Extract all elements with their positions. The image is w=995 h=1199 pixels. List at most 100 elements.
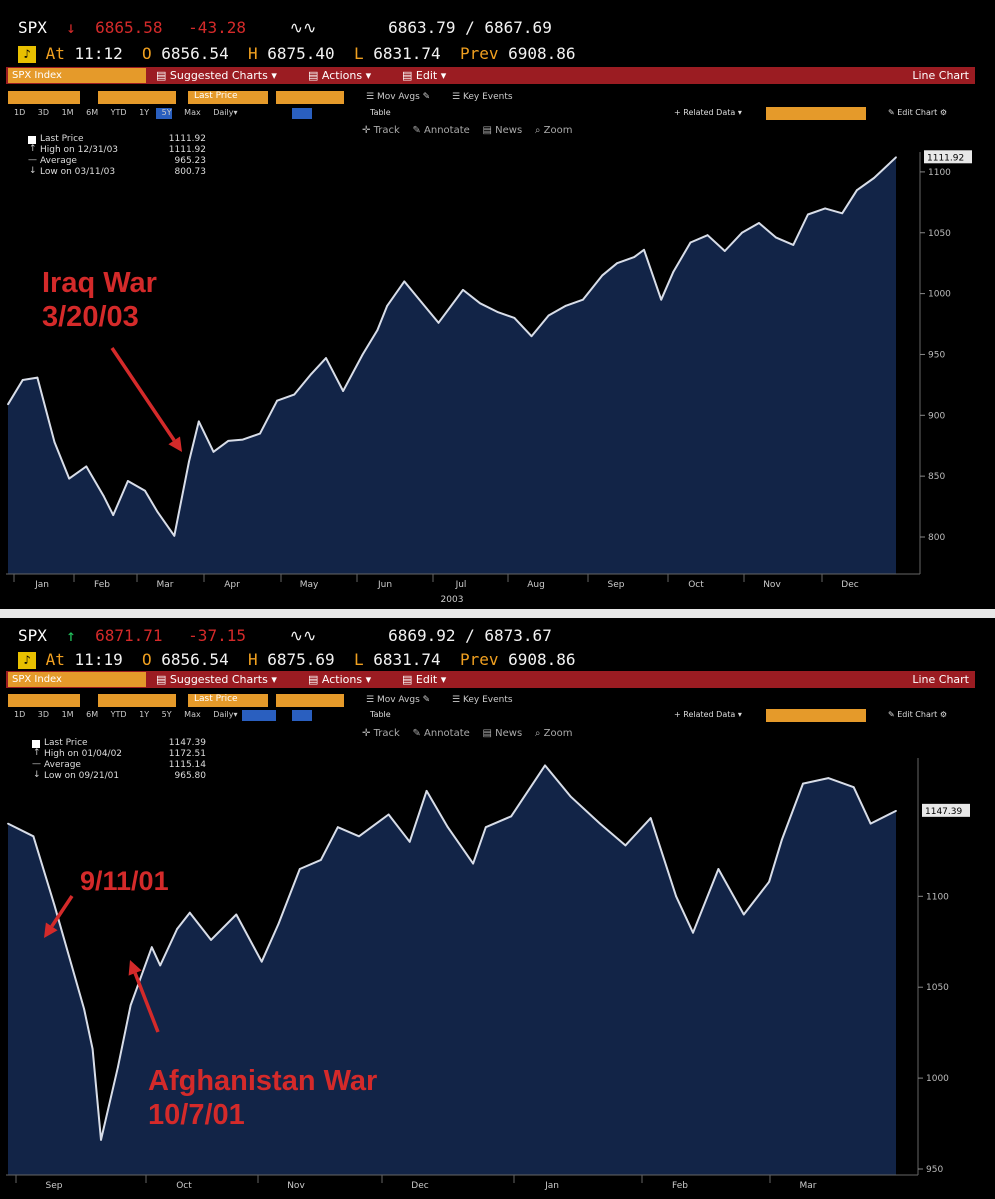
toolbar-row-1: Last Price ☰ Mov Avgs ✎ ☰ Key Events: [6, 90, 975, 105]
zoom-tool[interactable]: ⌕ Zoom: [534, 125, 573, 136]
data-point: [259, 432, 261, 435]
alert-bell-icon[interactable]: ♪: [18, 652, 36, 669]
news-tool[interactable]: ▤ News: [482, 728, 523, 739]
quote-row-2: ♪ At 11:19 O 6856.54 H 6875.69 L 6831.74…: [18, 650, 576, 669]
data-point: [32, 835, 35, 838]
start-date-field[interactable]: [8, 91, 80, 104]
suggested-charts-menu[interactable]: ▤ Suggested Charts ▾: [156, 673, 277, 686]
data-point: [420, 301, 423, 303]
data-point: [53, 904, 56, 907]
security-field[interactable]: SPX Index: [8, 672, 146, 687]
high-price: 6875.69: [267, 650, 335, 669]
mov-avgs-button[interactable]: ☰ Mov Avgs ✎: [366, 92, 431, 102]
data-point: [582, 298, 584, 301]
actions-menu[interactable]: ▤ Actions ▾: [308, 673, 372, 686]
annotation-9-11: 9/11/01: [80, 866, 169, 896]
data-point: [277, 922, 280, 925]
price-field-select[interactable]: Last Price: [188, 91, 268, 104]
legend-last-price: Last Price 1111.92: [26, 134, 206, 145]
data-point: [780, 839, 783, 841]
suggested-charts-menu[interactable]: ▤ Suggested Charts ▾: [156, 69, 277, 82]
x-tick-label: Dec: [841, 580, 858, 590]
data-point: [358, 835, 360, 838]
x-tick-label: Dec: [411, 1181, 428, 1191]
price-field-select[interactable]: Last Price: [188, 694, 268, 707]
price-chart-2001[interactable]: 950 1000 1050 1100 1147.39 Sep Oct Nov Dec Jan Feb…: [0, 618, 995, 1199]
x-tick-label: Sep: [46, 1181, 63, 1191]
y-tick-label: 800: [928, 533, 945, 543]
currency-select[interactable]: [276, 694, 344, 707]
data-point: [210, 939, 212, 941]
y-tick-label: 950: [928, 350, 945, 360]
data-point: [197, 420, 200, 423]
key-events-button[interactable]: ☰ Key Events: [452, 92, 513, 102]
data-point: [112, 514, 115, 516]
key-events-button[interactable]: ☰ Key Events: [452, 695, 513, 705]
data-point: [895, 156, 897, 159]
data-point: [276, 399, 278, 402]
edit-chart-button[interactable]: ✎ Edit Chart ⚙: [888, 108, 947, 117]
related-data-button[interactable]: + Related Data ▾: [674, 108, 742, 117]
data-point: [437, 321, 440, 324]
x-tick-label: Jan: [34, 580, 49, 590]
edit-chart-button[interactable]: ✎ Edit Chart ⚙: [888, 710, 947, 719]
chart-type-label[interactable]: Line Chart: [912, 69, 969, 82]
period-buttons[interactable]: 1D 3D 1M 6M YTD 1Y 5Y Max Daily▾: [14, 710, 238, 719]
table-button[interactable]: Table: [370, 108, 391, 117]
toolbar-row-2: 1D 3D 1M 6M YTD 1Y 5Y Max Daily▾ Table +…: [6, 107, 975, 121]
low-price: 6831.74: [373, 44, 441, 63]
actions-menu[interactable]: ▤ Actions ▾: [308, 69, 372, 82]
symbol: SPX: [18, 626, 47, 645]
alert-bell-icon[interactable]: ♪: [18, 46, 36, 63]
data-point: [310, 373, 313, 375]
annotate-tool[interactable]: ✎ Annotate: [412, 125, 470, 136]
bid-ask: 6869.92 / 6873.67: [388, 626, 552, 645]
start-date-field[interactable]: [8, 694, 80, 707]
sparkline-icon: ∿∿: [289, 18, 317, 37]
legend-high: ↑ High on 12/31/03 1111.92: [29, 144, 206, 155]
at-time: 11:12: [74, 44, 123, 63]
edit-menu[interactable]: ▤ Edit ▾: [402, 673, 447, 686]
annotate-tool[interactable]: ✎ Annotate: [412, 728, 470, 739]
chart-type-label[interactable]: Line Chart: [912, 673, 969, 686]
data-point: [472, 862, 474, 865]
data-point: [235, 913, 238, 916]
data-point: [320, 859, 322, 861]
data-point: [675, 895, 677, 898]
price-chart-2003[interactable]: 800 850 900 950 1000 1050 1100 1111.92 Jan Feb Mar…: [0, 0, 995, 610]
end-date-field[interactable]: [98, 91, 176, 104]
y-tick-label: 950: [926, 1165, 943, 1175]
legend-low: ↓ Low on 03/11/03 800.73: [29, 166, 206, 177]
security-field[interactable]: SPX Index: [8, 68, 146, 83]
table-button[interactable]: Table: [370, 710, 391, 719]
open-price: 6856.54: [161, 650, 229, 669]
data-point: [85, 465, 88, 468]
up-arrow-icon: ↑: [56, 626, 86, 645]
data-point: [692, 931, 694, 934]
zoom-tool[interactable]: ⌕ Zoom: [534, 728, 573, 739]
chart-tools: ✛ Track ✎ Annotate ▤ News ⌕ Zoom: [362, 125, 573, 136]
mov-avgs-button[interactable]: ☰ Mov Avgs ✎: [366, 695, 431, 705]
data-point: [336, 826, 339, 829]
related-data-button[interactable]: + Related Data ▾: [674, 710, 742, 719]
y-tick-label: 900: [928, 411, 945, 421]
currency-select[interactable]: [276, 91, 344, 104]
end-date-field[interactable]: [98, 694, 176, 707]
news-tool[interactable]: ▤ News: [482, 125, 523, 136]
annotation-arrow: [50, 895, 74, 928]
add-data-field[interactable]: [766, 709, 866, 722]
y-tick-label: 850: [928, 472, 945, 482]
data-point: [68, 477, 71, 480]
period-buttons[interactable]: 1D 3D 1M 6M YTD 1Y 5Y Max Daily▾: [14, 108, 238, 117]
track-tool[interactable]: ✛ Track: [362, 125, 400, 136]
add-data-field[interactable]: [766, 107, 866, 120]
data-point: [544, 764, 546, 767]
data-point: [325, 357, 327, 359]
toolbar-row-1: Last Price ☰ Mov Avgs ✎ ☰ Key Events: [6, 693, 975, 708]
data-point: [616, 262, 618, 265]
data-point: [241, 438, 244, 441]
track-tool[interactable]: ✛ Track: [362, 728, 400, 739]
edit-menu[interactable]: ▤ Edit ▾: [402, 69, 447, 82]
open-price: 6856.54: [161, 44, 229, 63]
menu-bar: SPX Index ▤ Suggested Charts ▾ ▤ Actions…: [6, 67, 975, 84]
